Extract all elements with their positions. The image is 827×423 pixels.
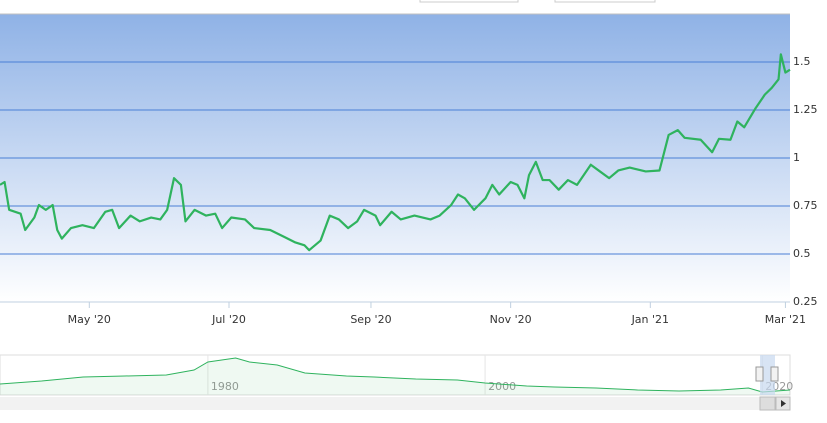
scrollbar-arrow	[781, 400, 786, 407]
navigator-area	[0, 358, 790, 395]
x-tick-label: Nov '20	[490, 313, 532, 326]
range-input[interactable]	[554, 0, 656, 3]
x-tick-label: Jan '21	[631, 313, 669, 326]
y-tick-label: 0.25	[793, 295, 818, 308]
data-line	[0, 53, 791, 252]
x-tick-label: Sep '20	[350, 313, 391, 326]
scrollbar-track[interactable]	[0, 397, 790, 410]
x-tick-label: Mar '21	[765, 313, 806, 326]
main-plot: 0.25 0.5 0.75 1 1.25 1.5 May '20 Jul '20 Sep '20…	[0, 53, 818, 326]
y-tick-label: 1.25	[793, 103, 818, 116]
navigator-tick-label: 1980	[211, 380, 239, 393]
navigator	[0, 354, 791, 396]
navigator-selection[interactable]	[760, 355, 775, 395]
y-tick-label: 1.5	[793, 55, 811, 68]
y-tick-label: 0.5	[793, 247, 811, 260]
navigator-handle[interactable]	[770, 366, 779, 382]
scrollbar-thumb[interactable]	[759, 396, 776, 411]
x-tick-label: Jul '20	[211, 313, 246, 326]
y-tick-label: 0.75	[793, 199, 818, 212]
navigator-handle[interactable]	[755, 366, 764, 382]
y-tick-label: 1	[793, 151, 800, 164]
navigator-line	[0, 357, 791, 393]
x-tick-label: May '20	[68, 313, 111, 326]
range-input[interactable]	[419, 0, 519, 3]
